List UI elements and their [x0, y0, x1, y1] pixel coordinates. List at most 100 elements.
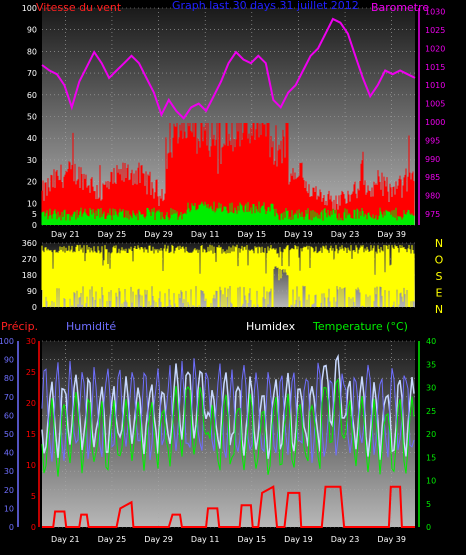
wind-baro-grid: [42, 7, 415, 226]
temp-tick-label: 5: [426, 500, 431, 509]
baro-tick-label: 990: [425, 155, 440, 164]
x-tick-label: Day 19: [284, 230, 313, 239]
humidity-tick-label: 10: [4, 504, 14, 513]
precip-tick-label: 15: [26, 430, 36, 439]
wind-tick-label: 60: [27, 91, 37, 100]
temp-tick-label: 35: [426, 360, 436, 369]
x-tick-label: Day 25: [98, 230, 127, 239]
compass-label: N: [435, 303, 443, 316]
wind-axis-ticks: 0 5 10 20 30 40 50 60 70 80 90 100: [22, 4, 37, 230]
temp-tick-label: 25: [426, 407, 436, 416]
barometer-line: [41, 17, 416, 120]
wind-tick-label: 50: [27, 113, 37, 122]
wind-baro-x-ticks: Day 21 Day 25 Day 29 Day 11 Day 15 Day 19 Day …: [51, 230, 406, 239]
baro-tick-label: 1010: [425, 81, 445, 90]
x-tick-label: Day 23: [331, 230, 360, 239]
temp-tick-label: 10: [426, 477, 436, 486]
wind-tick-label: 30: [27, 156, 37, 165]
baro-tick-label: 980: [425, 192, 440, 201]
direction-tick-label: 180: [22, 271, 37, 280]
x-tick-label: Day 21: [51, 535, 80, 544]
precip-tick-label: 25: [26, 368, 36, 377]
direction-axis-ticks: 0 90 180 270 360: [22, 239, 37, 312]
wind-tick-label: 20: [27, 178, 37, 187]
compass-label: S: [436, 270, 443, 283]
precip-axis-ticks: 0 5 10 15 20 25 30: [26, 337, 40, 532]
humidity-title: Humidité: [66, 320, 116, 333]
baro-tick-label: 1015: [425, 63, 445, 72]
baro-tick-label: 985: [425, 173, 440, 182]
x-tick-label: Day 21: [51, 230, 80, 239]
direction-tick-label: 90: [27, 287, 37, 296]
precip-tick-label: 0: [31, 523, 36, 532]
humidity-tick-label: 70: [4, 393, 14, 402]
wind-tick-label: 70: [27, 69, 37, 78]
direction-series: [41, 244, 415, 307]
x-tick-label: Day 29: [144, 535, 173, 544]
temp-tick-label: 0: [426, 523, 431, 532]
temp-tick-label: 30: [426, 384, 436, 393]
direction-tick-label: 270: [22, 255, 37, 264]
wind-base-series: [41, 201, 415, 225]
wind-tick-label: 5: [32, 210, 37, 219]
x-tick-label: Day 39: [377, 535, 406, 544]
baro-tick-label: 995: [425, 136, 440, 145]
compass-label: O: [435, 254, 444, 267]
precip-title: Précip.: [1, 320, 38, 333]
direction-tick-label: 360: [22, 239, 37, 248]
humidity-tick-label: 80: [4, 374, 14, 383]
wind-tick-label: 10: [27, 199, 37, 208]
direction-tick-label: 0: [32, 303, 37, 312]
humidex-title: Humidex: [246, 320, 296, 333]
humidity-tick-label: 50: [4, 430, 14, 439]
baro-tick-label: 1025: [425, 26, 445, 35]
temp-title: Temperature (°C): [312, 320, 408, 333]
precip-tick-label: 20: [26, 399, 36, 408]
x-tick-label: Day 29: [144, 230, 173, 239]
x-tick-label: Day 11: [191, 535, 220, 544]
baro-title: Barometre: [371, 1, 429, 14]
humidity-tick-label: 30: [4, 467, 14, 476]
precip-line: [42, 485, 415, 528]
wind-tick-label: 90: [27, 26, 37, 35]
x-tick-label: Day 11: [191, 230, 220, 239]
temp-axis-ticks: 0 5 10 15 20 25 30 35 40: [418, 337, 436, 532]
wind-title: Vitesse du vent: [36, 1, 122, 14]
wind-tick-label: 0: [32, 221, 37, 230]
x-tick-label: Day 15: [238, 230, 267, 239]
baro-axis-ticks: 975 980 985 990 995 1000 1005 1010 1015 1020 1025 1…: [418, 8, 445, 225]
humidity-tick-label: 90: [4, 356, 14, 365]
baro-tick-label: 1005: [425, 100, 445, 109]
baro-tick-label: 1020: [425, 44, 445, 53]
humidity-axis-ticks: 0 10 20 30 40 50 60 70 80 90 100: [0, 337, 19, 532]
wind-tick-label: 80: [27, 47, 37, 56]
humidity-tick-label: 60: [4, 411, 14, 420]
climate-x-ticks: Day 21 Day 25 Day 29 Day 11 Day 15 Day 19 Day …: [51, 535, 406, 544]
compass-label: N: [435, 237, 443, 250]
period-title: Graph last 30 days 31 juillet 2012: [172, 0, 359, 12]
humidity-tick-label: 0: [9, 523, 14, 532]
climate-panel: Précip. Humidité Humidex Temperature (°C…: [0, 320, 436, 544]
precip-tick-label: 5: [31, 492, 36, 501]
baro-tick-label: 1000: [425, 118, 445, 127]
x-tick-label: Day 39: [377, 230, 406, 239]
precip-tick-label: 10: [26, 461, 36, 470]
temp-tick-label: 15: [426, 453, 436, 462]
x-tick-label: Day 25: [98, 535, 127, 544]
humidity-tick-label: 100: [0, 337, 14, 346]
x-tick-label: Day 15: [238, 535, 267, 544]
temp-tick-label: 20: [426, 430, 436, 439]
baro-tick-label: 975: [425, 210, 440, 219]
wind-tick-label: 40: [27, 134, 37, 143]
temperature-line: [41, 378, 415, 477]
wind-tick-label: 100: [22, 4, 37, 13]
compass-label: E: [436, 287, 443, 300]
precip-tick-label: 30: [26, 337, 36, 346]
x-tick-label: Day 23: [331, 535, 360, 544]
temp-tick-label: 40: [426, 337, 436, 346]
baro-tick-label: 1030: [425, 8, 445, 17]
